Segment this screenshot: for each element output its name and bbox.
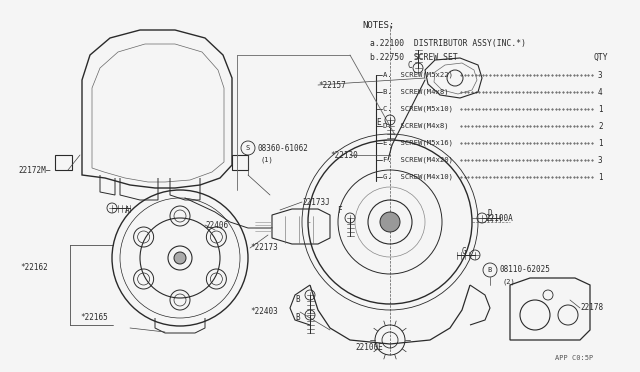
Text: C: C: [408, 61, 413, 70]
Text: (2): (2): [502, 279, 515, 285]
Text: B.  SCREW(M4x8): B. SCREW(M4x8): [383, 89, 453, 95]
Text: 08110-62025: 08110-62025: [500, 266, 551, 275]
Text: B: B: [295, 295, 300, 305]
Text: (1): (1): [260, 157, 273, 163]
Text: 1: 1: [598, 105, 603, 113]
Text: D: D: [488, 208, 493, 218]
Text: 08360-61062: 08360-61062: [258, 144, 309, 153]
Text: 22406: 22406: [205, 221, 228, 230]
Text: b.22750  SCREW SET: b.22750 SCREW SET: [370, 52, 458, 61]
Text: 22173J: 22173J: [302, 198, 330, 206]
Text: E.  SCREW(M5x16): E. SCREW(M5x16): [383, 140, 453, 146]
Text: A.  SCREW(M5x22): A. SCREW(M5x22): [383, 72, 453, 78]
Text: F: F: [337, 205, 342, 215]
Text: 1: 1: [598, 138, 603, 148]
Text: B: B: [295, 314, 300, 323]
Text: 22100E: 22100E: [355, 343, 383, 353]
Text: *22162: *22162: [20, 263, 48, 273]
Text: 22172M—: 22172M—: [18, 166, 51, 174]
Text: 1: 1: [598, 173, 603, 182]
Text: G: G: [462, 247, 467, 257]
Text: 3: 3: [598, 71, 603, 80]
Circle shape: [380, 212, 400, 232]
Text: A: A: [125, 205, 130, 215]
Text: G.  SCREW(M4x10): G. SCREW(M4x10): [383, 174, 453, 180]
Text: 4: 4: [598, 87, 603, 96]
Text: C.  SCREW(M5x10): C. SCREW(M5x10): [383, 106, 453, 112]
Text: E: E: [376, 118, 381, 126]
Text: S: S: [246, 145, 250, 151]
Text: 22100A: 22100A: [485, 214, 513, 222]
Text: NOTES;: NOTES;: [362, 20, 394, 29]
Circle shape: [174, 252, 186, 264]
Text: a.22100  DISTRIBUTOR ASSY(INC.*): a.22100 DISTRIBUTOR ASSY(INC.*): [370, 38, 526, 48]
Text: 2: 2: [598, 122, 603, 131]
Text: *22173: *22173: [250, 244, 278, 253]
Text: *22165: *22165: [80, 314, 108, 323]
Text: APP C0:5P: APP C0:5P: [555, 355, 593, 361]
Text: 3: 3: [598, 155, 603, 164]
Text: QTY: QTY: [593, 52, 607, 61]
Text: B: B: [488, 267, 492, 273]
Text: 22178: 22178: [580, 304, 603, 312]
Text: *22157: *22157: [318, 80, 346, 90]
Text: F.  SCREW(M4x20): F. SCREW(M4x20): [383, 157, 453, 163]
Text: *22403: *22403: [250, 308, 278, 317]
Text: *22130: *22130: [330, 151, 358, 160]
Text: D.  SCREW(M4x8): D. SCREW(M4x8): [383, 123, 453, 129]
